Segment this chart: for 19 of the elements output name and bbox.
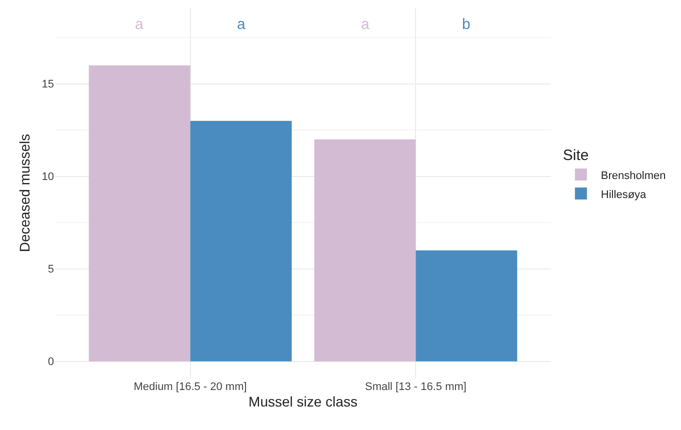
y-tick-label: 5 — [48, 264, 54, 276]
x-axis-title: Mussel size class — [248, 393, 358, 410]
legend-label: Brensholmen — [600, 170, 666, 182]
y-axis-title: Deceased mussels — [16, 134, 32, 252]
x-tick-label: Small [13 - 16.5 mm] — [364, 381, 466, 393]
legend-label: Hillesøya — [600, 188, 648, 201]
bar — [190, 120, 292, 362]
bar — [416, 250, 518, 362]
y-tick-label: 0 — [48, 356, 54, 368]
annotation: a — [135, 16, 144, 33]
bar — [88, 65, 190, 362]
y-tick-label: 15 — [42, 78, 54, 91]
annotation: b — [462, 16, 470, 33]
legend-title: Site — [562, 147, 589, 164]
x-tick-label: Medium [16.5 - 20 mm] — [134, 381, 247, 393]
annotation: a — [361, 16, 370, 33]
y-tick-label: 10 — [42, 171, 54, 184]
bar — [314, 139, 416, 362]
annotation: a — [237, 16, 246, 33]
